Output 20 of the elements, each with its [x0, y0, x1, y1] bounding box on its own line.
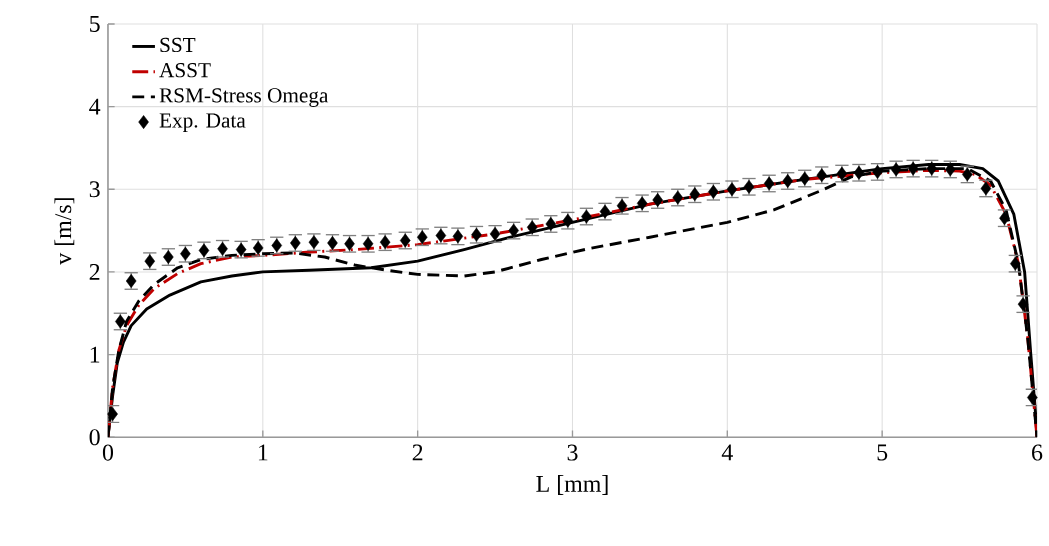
legend-label: RSM-Stress Omega	[159, 88, 329, 107]
x-tick-label: 4	[721, 444, 733, 461]
x-tick-label: 0	[102, 444, 114, 461]
legend-label: SST	[160, 37, 196, 52]
point	[107, 406, 118, 421]
y-tick-label: 5	[90, 15, 100, 32]
y-tick-label: 0	[89, 428, 100, 446]
y-tick-label: 3	[89, 181, 100, 198]
legend-label: ASST	[159, 62, 211, 78]
x-tick-label: 2	[412, 444, 423, 461]
x-tick-label: 6	[1032, 444, 1043, 461]
y-tick-label: 4	[89, 98, 101, 115]
legend-label: Exp. Data	[159, 113, 246, 132]
y-tick-label: 2	[89, 263, 100, 280]
x-tick-label: 3	[567, 444, 578, 461]
y-axis-title: v [m/s]	[54, 197, 75, 265]
x-tick-label: 5	[877, 444, 888, 461]
x-axis-title: L [mm]	[536, 474, 608, 495]
x-tick-label: 1	[258, 444, 268, 461]
y-tick-label: 1	[90, 346, 100, 363]
